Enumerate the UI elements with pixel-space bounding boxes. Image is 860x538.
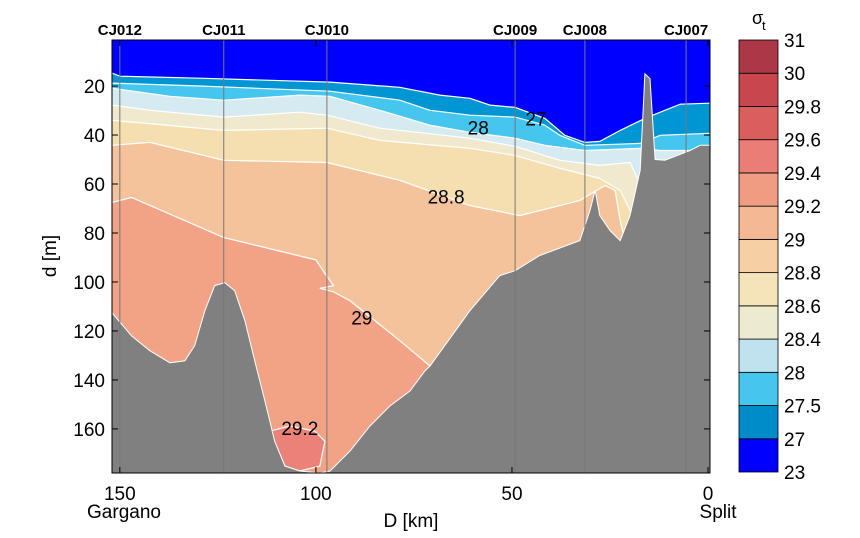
colorbar-bin: [738, 106, 779, 141]
station-label: CJ012: [98, 22, 142, 39]
colorbar-bin: [738, 72, 779, 107]
contour-label: 29: [351, 309, 372, 330]
colorbar-tick-label: 27.5: [784, 397, 821, 418]
colorbar-title-subscript: t: [762, 18, 766, 33]
colorbar-tick-label: 29.8: [784, 97, 821, 118]
axes-overlay: CJ012 CJ011 CJ010 CJ009 CJ008 CJ007 28 27 28.8 29…: [73, 22, 713, 505]
colorbar-tick-label: 31: [784, 31, 805, 52]
station-label: CJ009: [493, 22, 537, 39]
colorbar-tick-label: 27: [784, 430, 805, 451]
colorbar-bin: [738, 438, 779, 473]
contour-label: 29.2: [281, 419, 318, 440]
contour-line-28-8: [112, 141, 627, 246]
plot-frame: [111, 39, 711, 474]
contour-label: 27: [525, 109, 546, 130]
colorbar-bin: [738, 238, 779, 274]
contour-line-28: [112, 87, 710, 152]
colorbar-tick-label: 30: [784, 64, 805, 85]
x-end-label-left: Gargano: [87, 502, 161, 523]
x-tick-label: 150: [104, 484, 136, 505]
colorbar-bin: [738, 371, 779, 406]
x-tick-label: 50: [501, 484, 522, 505]
colorbar: 23 27 27.5 28 28.4 28.6 28.8 29 29.2 29.4 29.6 29.8…: [738, 8, 821, 484]
x-tick-label: 0: [703, 484, 714, 505]
y-tick-label: 40: [84, 126, 105, 147]
x-axis-label: D [km]: [384, 511, 439, 532]
station-label: CJ007: [664, 22, 708, 39]
colorbar-bin: [738, 305, 779, 340]
colorbar-tick-label: 29: [784, 230, 805, 251]
y-tick-label: 100: [73, 273, 105, 294]
colorbar-title: σ: [752, 8, 763, 28]
colorbar-tick-label: 28.8: [784, 264, 821, 285]
plot-area: [112, 40, 710, 473]
y-tick-label: 160: [73, 420, 105, 441]
colorbar-bin: [738, 205, 779, 240]
colorbar-bin: [738, 405, 779, 440]
colorbar-tick-label: 29.4: [784, 164, 821, 185]
colorbar-tick-label: 29.2: [784, 197, 821, 218]
station-label: CJ011: [202, 22, 245, 39]
y-tick-label: 120: [73, 322, 105, 343]
colorbar-bin: [738, 139, 779, 174]
colorbar-tick-label: 29.6: [784, 131, 821, 152]
colorbar-tick-label: 28: [784, 363, 805, 384]
colorbar-tick-label: 28.6: [784, 297, 821, 318]
colorbar-bin: [738, 172, 779, 207]
x-tick-label: 100: [300, 484, 332, 505]
y-tick-label: 60: [84, 175, 105, 196]
colorbar-bin: [738, 39, 779, 74]
x-end-label-right: Split: [700, 502, 738, 523]
y-axis-label: d [m]: [40, 235, 61, 277]
colorbar-tick-label: 28.4: [784, 330, 821, 351]
y-tick-label: 20: [84, 77, 105, 98]
station-label: CJ008: [563, 22, 607, 39]
contour-label: 28.8: [428, 187, 465, 208]
colorbar-tick-label: 23: [784, 463, 805, 484]
y-tick-label: 140: [73, 371, 105, 392]
station-label: CJ010: [305, 22, 349, 39]
colorbar-bin: [738, 272, 779, 307]
seabed-bathymetry: [112, 72, 710, 473]
colorbar-bin: [738, 338, 779, 373]
contour-label: 28: [468, 119, 489, 140]
y-tick-label: 80: [84, 224, 105, 245]
